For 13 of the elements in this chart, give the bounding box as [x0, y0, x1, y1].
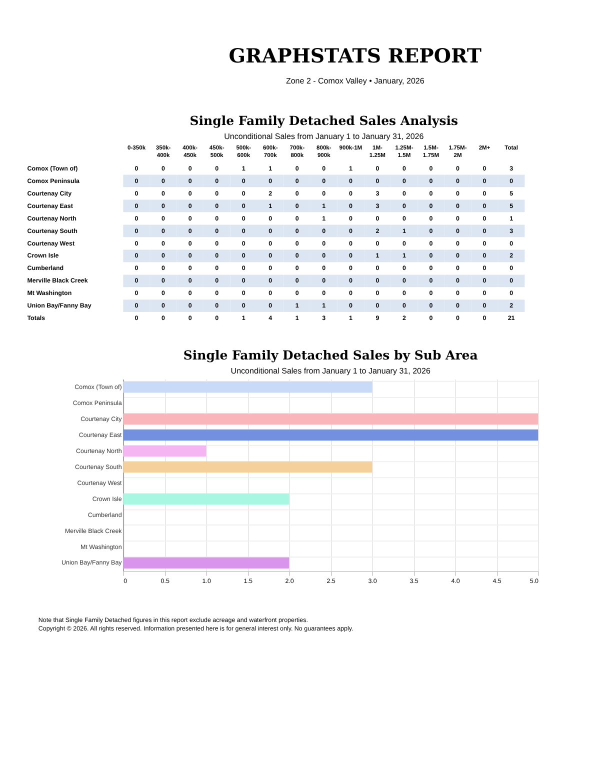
bar: [123, 557, 290, 569]
text: GRAPHSTATS REPORT: [228, 44, 482, 68]
bar: [123, 445, 206, 457]
bar: [123, 461, 372, 473]
text: Zone 2 - Comox Valley • January, 2026: [286, 76, 425, 86]
bar: [123, 493, 290, 505]
bar: [123, 382, 372, 393]
chart-title: Single Family Detached Sales Analysis: [190, 112, 458, 128]
bar: [123, 413, 538, 425]
chart-subtitle: Unconditional Sales from January 1 to January 31, 2026: [230, 366, 431, 376]
bar: [123, 429, 538, 441]
chart-title: Single Family Detached Sales by Sub Area: [183, 347, 478, 362]
chart-subtitle: Unconditional Sales from January 1 to January 31, 2026: [224, 132, 424, 142]
